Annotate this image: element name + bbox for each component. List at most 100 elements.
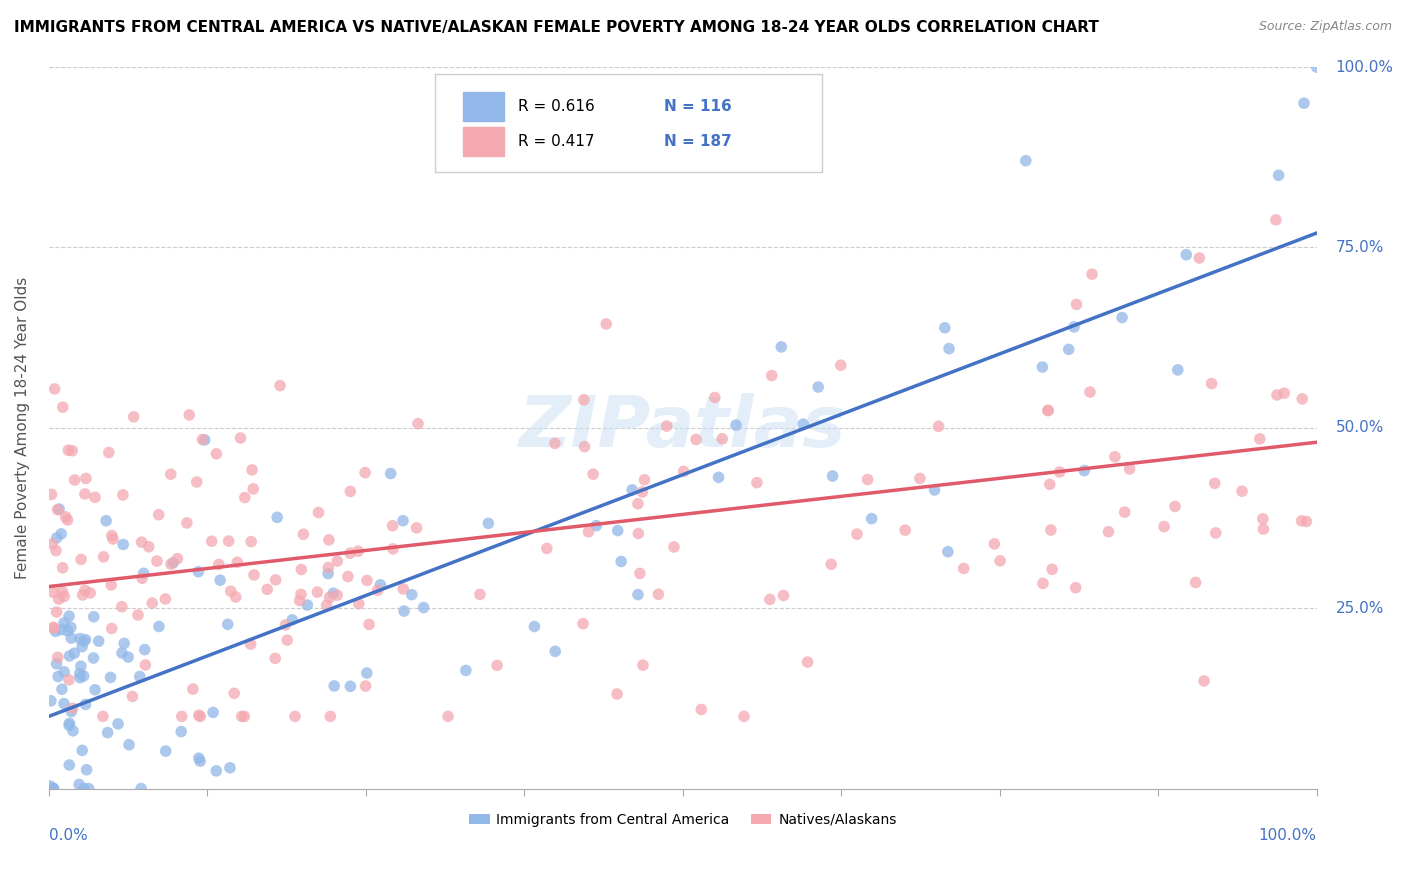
Point bbox=[308, 506, 330, 520]
Point bbox=[356, 574, 378, 588]
Point bbox=[938, 342, 960, 356]
Point bbox=[240, 463, 263, 477]
Point bbox=[53, 665, 76, 679]
Point bbox=[627, 497, 650, 511]
Point bbox=[58, 758, 80, 772]
Point bbox=[405, 521, 427, 535]
Point bbox=[934, 320, 956, 334]
Point bbox=[316, 566, 339, 581]
Point bbox=[578, 524, 600, 539]
Point bbox=[326, 588, 349, 602]
Point bbox=[129, 781, 152, 796]
Point bbox=[297, 598, 319, 612]
Point bbox=[58, 716, 80, 731]
Point bbox=[188, 754, 211, 768]
Point bbox=[112, 636, 135, 650]
Text: R = 0.417: R = 0.417 bbox=[517, 134, 595, 149]
Point bbox=[1040, 562, 1063, 576]
Point bbox=[1032, 576, 1054, 591]
Point bbox=[69, 666, 91, 681]
Point bbox=[1078, 385, 1101, 400]
Point bbox=[70, 552, 93, 566]
Point bbox=[401, 588, 423, 602]
Point bbox=[1167, 363, 1189, 377]
Point bbox=[1039, 523, 1062, 537]
Point bbox=[112, 537, 135, 551]
Point bbox=[52, 400, 75, 414]
Point bbox=[288, 593, 311, 607]
Point bbox=[111, 599, 134, 614]
Point bbox=[707, 470, 730, 484]
Point bbox=[48, 502, 70, 516]
Point bbox=[162, 556, 184, 570]
Point bbox=[48, 592, 70, 607]
Point bbox=[75, 471, 97, 485]
Point bbox=[239, 637, 262, 651]
Point bbox=[1265, 388, 1288, 402]
Point bbox=[274, 618, 297, 632]
Point bbox=[1063, 320, 1085, 334]
Point bbox=[256, 582, 278, 597]
Point bbox=[205, 764, 228, 778]
Point bbox=[796, 655, 818, 669]
Point bbox=[42, 781, 65, 796]
Point bbox=[761, 368, 783, 383]
Point bbox=[45, 543, 67, 558]
Point bbox=[772, 589, 794, 603]
Point bbox=[1073, 464, 1095, 478]
Point bbox=[856, 473, 879, 487]
Text: ZIPatlas: ZIPatlas bbox=[519, 393, 846, 462]
Point bbox=[51, 584, 73, 599]
Point bbox=[690, 702, 713, 716]
Point bbox=[820, 558, 842, 572]
Point bbox=[830, 358, 852, 372]
Point bbox=[672, 464, 695, 478]
Legend: Immigrants from Central America, Natives/Alaskans: Immigrants from Central America, Natives… bbox=[463, 807, 903, 832]
Point bbox=[217, 617, 239, 632]
Point bbox=[339, 484, 361, 499]
Point bbox=[41, 537, 63, 551]
Point bbox=[1081, 267, 1104, 281]
Point bbox=[58, 673, 80, 687]
Point bbox=[138, 540, 160, 554]
Point bbox=[807, 380, 830, 394]
Point bbox=[100, 670, 122, 684]
Point bbox=[610, 554, 633, 568]
Point bbox=[229, 431, 252, 445]
Point bbox=[315, 599, 337, 613]
Point bbox=[60, 705, 83, 719]
Text: 50.0%: 50.0% bbox=[1336, 420, 1384, 435]
Point bbox=[454, 664, 477, 678]
Point bbox=[1104, 450, 1126, 464]
Point bbox=[437, 709, 460, 723]
Point bbox=[170, 724, 193, 739]
Point bbox=[1205, 525, 1227, 540]
Point bbox=[860, 511, 883, 525]
Point bbox=[323, 679, 346, 693]
Point bbox=[628, 566, 651, 581]
Point bbox=[264, 573, 287, 587]
Point bbox=[233, 491, 256, 505]
Point bbox=[58, 443, 80, 458]
Point bbox=[45, 531, 67, 545]
Point bbox=[1295, 515, 1317, 529]
Point bbox=[218, 534, 240, 549]
Bar bbox=[464, 127, 503, 156]
Point bbox=[276, 633, 298, 648]
Point bbox=[319, 709, 342, 723]
Point bbox=[318, 533, 340, 547]
Point bbox=[1031, 359, 1053, 374]
Point bbox=[631, 658, 654, 673]
Point bbox=[1272, 386, 1295, 401]
Point bbox=[155, 591, 177, 606]
Point bbox=[1036, 403, 1059, 417]
Point bbox=[44, 382, 66, 396]
Point bbox=[55, 510, 77, 524]
Point bbox=[56, 624, 79, 638]
Point bbox=[621, 483, 644, 497]
Point bbox=[745, 475, 768, 490]
Point bbox=[370, 578, 392, 592]
Point bbox=[45, 624, 67, 639]
Point bbox=[76, 763, 98, 777]
Point bbox=[202, 706, 225, 720]
